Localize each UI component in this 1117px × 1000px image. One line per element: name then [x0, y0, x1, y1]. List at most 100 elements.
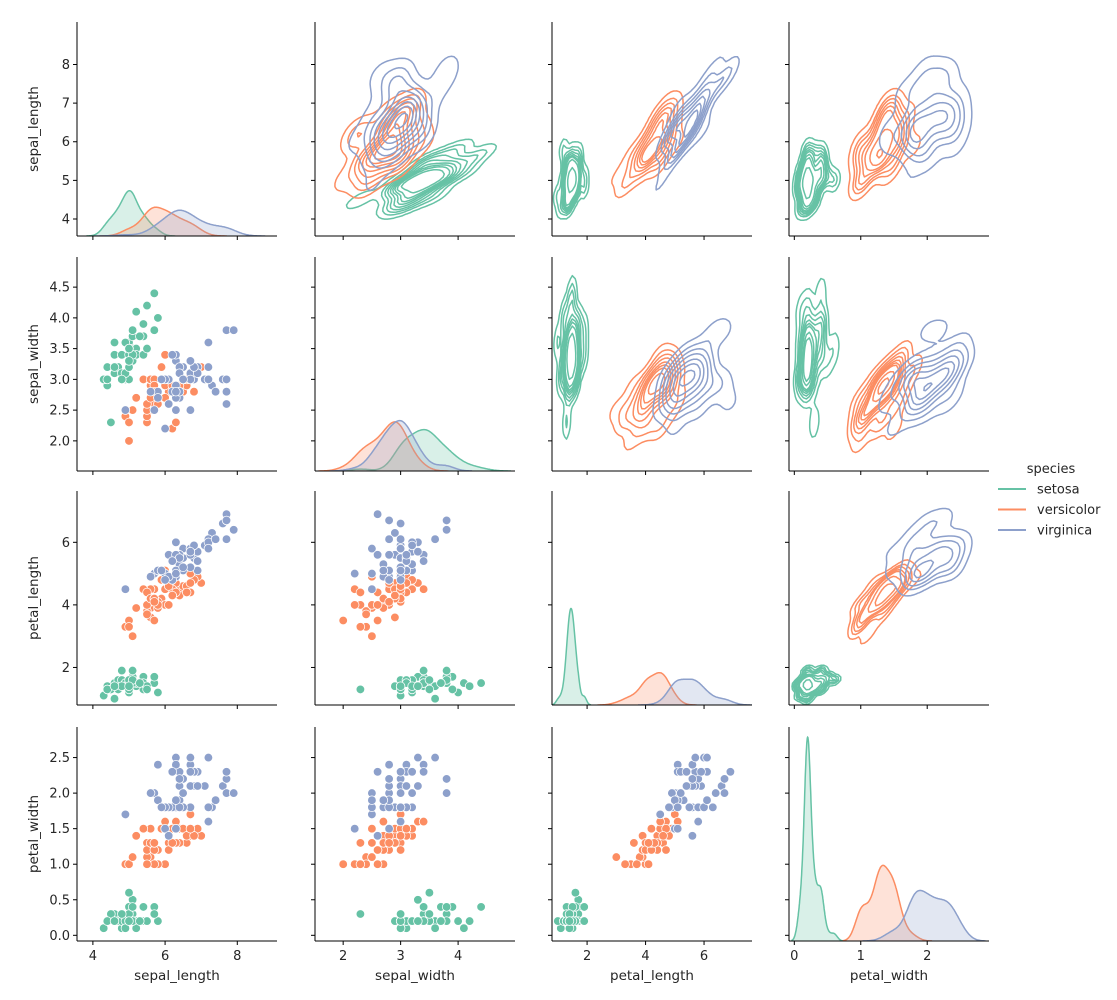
- scatter-point-virginica: [702, 795, 712, 805]
- kde-contour-setosa-level-8: [801, 331, 815, 387]
- subplot-petal_width-vs-sepal_length: 4 6 8 0.0 0.5 1.0 1.5 2.0 2.5: [49, 727, 277, 964]
- scatter-point-virginica: [178, 788, 188, 798]
- kde-contour-setosa-level-6: [392, 162, 458, 206]
- kde-contour-versicolor-level-3: [854, 97, 908, 191]
- kde-contour-virginica-level-8: [394, 112, 409, 130]
- kde-line-virginica: [329, 419, 473, 471]
- x-tick-label: 6: [161, 949, 169, 964]
- scatter-point-virginica: [719, 774, 730, 784]
- scatter-point-versicolor: [149, 615, 159, 626]
- scatter-point-versicolor: [367, 631, 377, 641]
- scatter-point-virginica: [192, 781, 203, 791]
- legend-item-versicolor: versicolor: [998, 503, 1101, 518]
- kde-fill-versicolor: [318, 421, 449, 471]
- plot-area: [334, 55, 498, 220]
- scatter-point-virginica: [350, 824, 360, 834]
- y-axis-label-petal_width: petal_width: [26, 795, 42, 873]
- scatter-point-virginica: [221, 399, 232, 409]
- kde-contour-virginica-level-6: [672, 363, 701, 397]
- scatter-point-setosa: [464, 916, 475, 926]
- plot-area: [552, 607, 752, 705]
- scatter-point-setosa: [117, 909, 127, 919]
- kde-contour-virginica-level-5: [913, 559, 935, 579]
- x-axis-label-petal_length: petal_length: [610, 968, 694, 984]
- scatter-point-virginica: [681, 781, 692, 791]
- scatter-point-virginica: [367, 795, 377, 805]
- scatter-point-virginica: [367, 568, 377, 579]
- scatter-point-versicolor: [131, 603, 141, 613]
- scatter-point-virginica: [167, 767, 177, 777]
- scatter-point-virginica: [229, 788, 239, 798]
- scatter-point-setosa: [124, 343, 134, 354]
- kde-contour-setosa-level-9: [802, 678, 814, 691]
- plot-area: [791, 735, 986, 941]
- kde-contour-virginica-level-1: [652, 318, 737, 435]
- plot-area: [791, 507, 973, 705]
- scatter-point-versicolor: [127, 631, 138, 641]
- scatter-point-virginica: [203, 802, 214, 812]
- kde-contour-versicolor-level-3: [625, 353, 679, 429]
- x-tick-label: 1: [857, 949, 865, 964]
- scatter-point-virginica: [156, 374, 167, 385]
- kde-contour-setosa-level-2: [793, 141, 838, 218]
- scatter-point-setosa: [579, 916, 589, 926]
- scatter-point-virginica: [441, 788, 452, 798]
- scatter-point-setosa: [149, 288, 159, 298]
- scatter-point-virginica: [441, 774, 452, 784]
- kde-contour-setosa-level-3: [794, 144, 835, 216]
- scatter-point-virginica: [372, 831, 383, 841]
- kde-contour-setosa-level-2: [555, 144, 588, 217]
- legend-label-setosa: setosa: [1037, 483, 1080, 498]
- scatter-point-setosa: [138, 319, 149, 329]
- scatter-point-virginica: [681, 767, 692, 777]
- scatter-point-versicolor: [355, 838, 366, 848]
- kde-contour-versicolor-level-1: [847, 87, 921, 202]
- scatter-point-versicolor: [142, 609, 152, 619]
- scatter-point-versicolor: [367, 852, 377, 862]
- scatter-point-virginica: [395, 565, 406, 576]
- subplot-sepal_width-vs-sepal_width: [311, 257, 515, 475]
- scatter-point-setosa: [149, 672, 159, 682]
- scatter-point-versicolor: [131, 393, 141, 403]
- scatter-point-setosa: [413, 895, 423, 905]
- kde-contour-setosa-level-7: [800, 325, 818, 391]
- scatter-point-versicolor: [390, 590, 400, 601]
- scatter-point-versicolor: [378, 816, 389, 827]
- subplot-sepal_length-vs-petal_length: [548, 22, 752, 240]
- scatter-point-setosa: [430, 694, 440, 704]
- scatter-point-virginica: [687, 831, 698, 841]
- kde-contour-setosa-level-9: [801, 167, 814, 200]
- plot-area: [99, 288, 239, 446]
- scatter-point-versicolor: [390, 612, 400, 623]
- scatter-point-virginica: [441, 525, 452, 535]
- kde-line-setosa: [86, 189, 176, 236]
- legend-item-setosa: setosa: [998, 483, 1080, 498]
- scatter-point-versicolor: [629, 838, 639, 848]
- scatter-point-versicolor: [185, 824, 196, 834]
- subplot-sepal_width-vs-petal_length: [548, 257, 752, 475]
- scatter-point-setosa: [355, 909, 366, 919]
- kde-contour-virginica-level-1: [884, 507, 973, 597]
- scatter-point-setosa: [135, 678, 145, 688]
- y-tick-label: 2.5: [49, 404, 70, 419]
- kde-contour-setosa-level-1: [552, 138, 590, 220]
- scatter-point-setosa: [441, 665, 452, 676]
- plot-area: [553, 274, 737, 451]
- scatter-point-virginica: [221, 767, 232, 777]
- scatter-point-setosa: [413, 681, 423, 691]
- y-tick-label: 4.0: [49, 311, 70, 326]
- scatter-point-virginica: [384, 760, 394, 770]
- scatter-point-virginica: [367, 584, 377, 594]
- kde-line-setosa: [791, 735, 844, 941]
- scatter-point-versicolor: [395, 845, 406, 855]
- scatter-point-virginica: [149, 405, 159, 415]
- subplot-petal_width-vs-petal_length: 2 4 6: [548, 727, 752, 964]
- kde-contour-setosa-level-1: [553, 274, 590, 440]
- scatter-point-versicolor: [384, 838, 394, 848]
- scatter-point-setosa: [395, 681, 406, 691]
- scatter-point-virginica: [395, 816, 406, 827]
- plot-area: [99, 509, 239, 704]
- scatter-point-virginica: [171, 795, 181, 805]
- scatter-point-setosa: [436, 678, 446, 688]
- scatter-point-virginica: [350, 568, 360, 579]
